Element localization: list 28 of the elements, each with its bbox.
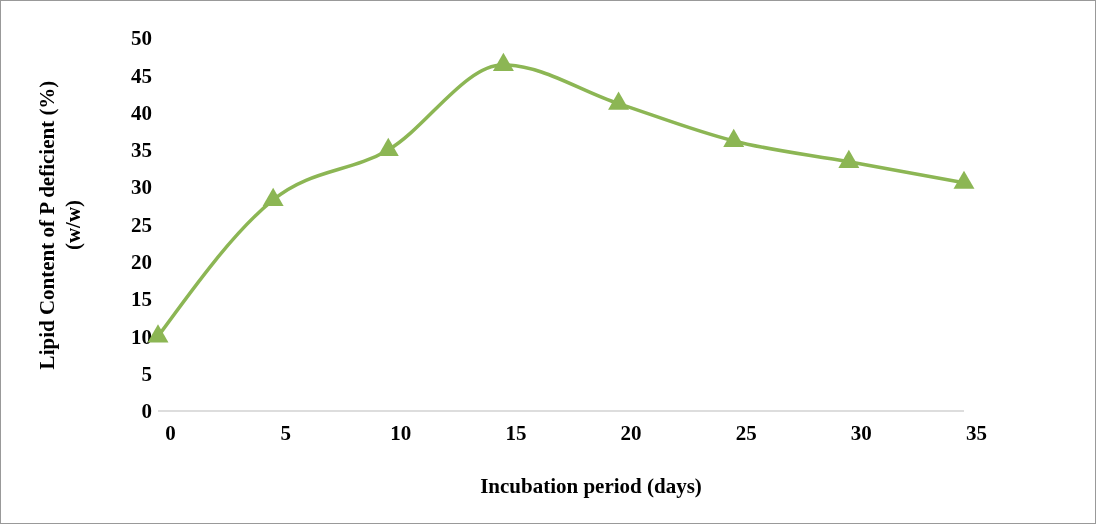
point [608, 91, 630, 110]
y-tick-label: 5 [141, 361, 152, 386]
x-tick-label: 15 [505, 420, 527, 445]
x-tick-label: 20 [620, 420, 642, 445]
point [953, 170, 975, 189]
y-tick-label: 25 [131, 212, 152, 237]
y-tick-label: 45 [131, 63, 152, 88]
y-tick-label: 30 [131, 175, 152, 200]
point [377, 137, 399, 156]
y-tick-label: 50 [131, 26, 152, 51]
x-tick-label: 10 [390, 420, 412, 445]
x-tick-label: 0 [165, 420, 176, 445]
y-axis-title: Lipid Content of P deficient (%) (w/w) [35, 80, 85, 370]
x-tick-label: 5 [280, 420, 291, 445]
y-tick-label: 40 [131, 100, 152, 125]
point [492, 52, 514, 71]
point [838, 149, 860, 168]
point [262, 187, 284, 206]
y-tick-label: 0 [141, 399, 152, 424]
y-tick-label: 15 [131, 287, 152, 312]
x-tick-label: 30 [850, 420, 872, 445]
y-tick-label: 20 [131, 250, 152, 275]
y-tick-label: 35 [131, 138, 152, 163]
y-tick-label: 10 [131, 324, 152, 349]
x-tick-label: 25 [735, 420, 757, 445]
point [723, 128, 745, 147]
x-axis-title: Incubation period (days) [480, 474, 702, 498]
x-tick-label: 35 [966, 420, 987, 445]
